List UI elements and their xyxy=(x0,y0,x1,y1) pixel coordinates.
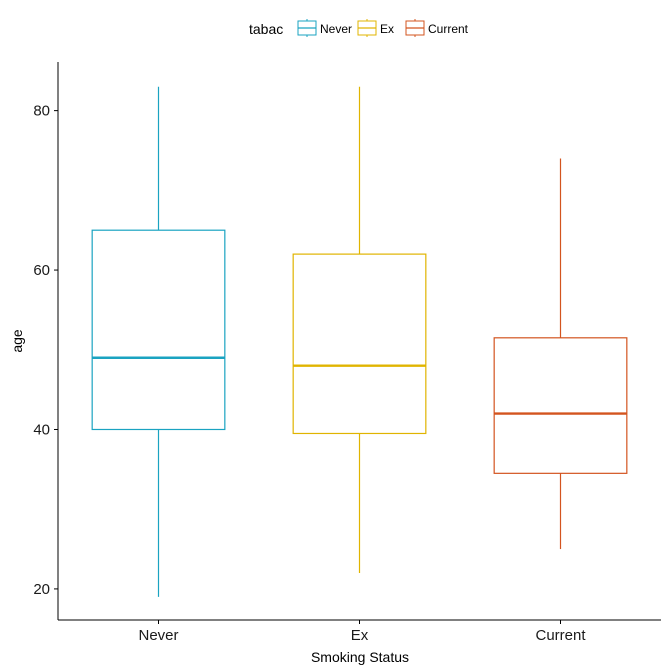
y-tick-label: 40 xyxy=(33,421,50,438)
box-current xyxy=(493,158,628,550)
x-tick-label-current: Current xyxy=(535,627,586,644)
iqr-box-ex xyxy=(292,253,427,435)
box-ex xyxy=(292,86,427,573)
legend-item-current: Current xyxy=(405,19,469,37)
legend-key-never xyxy=(297,19,317,37)
legend-label-current: Current xyxy=(428,22,469,36)
iqr-box-current xyxy=(493,337,628,474)
y-tick-label: 20 xyxy=(33,581,50,598)
legend-label-ex: Ex xyxy=(380,22,394,36)
legend-key-current xyxy=(405,19,425,37)
y-tick-label: 80 xyxy=(33,103,50,120)
plot-area: 20 40 60 80 Never Ex Current xyxy=(33,62,661,644)
legend: tabac Never Ex Current xyxy=(249,19,469,37)
y-tick-label: 60 xyxy=(33,262,50,279)
box-never xyxy=(91,86,226,597)
y-axis-title: age xyxy=(9,329,25,353)
iqr-box-never xyxy=(91,229,226,431)
x-tick-label-ex: Ex xyxy=(351,627,369,644)
legend-label-never: Never xyxy=(320,22,352,36)
x-axis-title: Smoking Status xyxy=(311,649,409,665)
legend-key-ex xyxy=(357,19,377,37)
legend-item-never: Never xyxy=(297,19,352,37)
legend-item-ex: Ex xyxy=(357,19,394,37)
x-tick-label-never: Never xyxy=(138,627,178,644)
legend-title: tabac xyxy=(249,21,283,37)
